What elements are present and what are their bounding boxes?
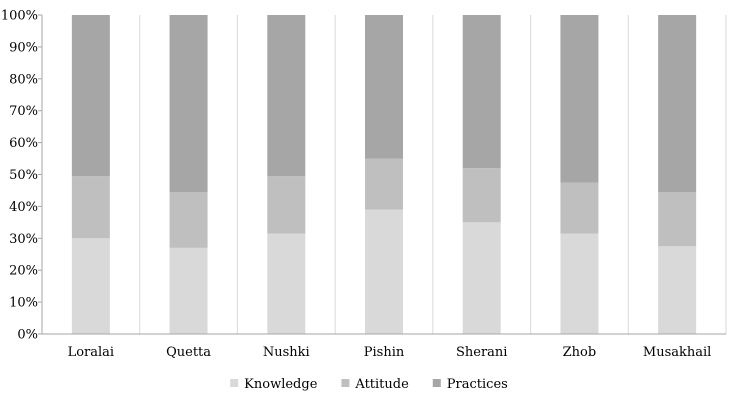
y-tick-label: 90% xyxy=(9,40,38,55)
legend-label: Practices xyxy=(447,377,508,392)
legend-swatch xyxy=(341,379,350,387)
bar-stack-quetta xyxy=(169,15,208,334)
bar-stack-zhob xyxy=(560,15,599,334)
bar-segment-attitude-pishin xyxy=(365,158,403,210)
y-tick-label: 20% xyxy=(9,264,38,279)
x-tick-label: Zhob xyxy=(563,345,597,360)
legend-swatch xyxy=(230,379,239,387)
bar-segment-practices-loralai xyxy=(71,15,110,177)
bar-segment-knowledge-sherani xyxy=(462,222,501,334)
bar-segment-knowledge-nushki xyxy=(267,233,306,334)
y-tick-label: 40% xyxy=(9,200,38,215)
bar-segment-attitude-zhob xyxy=(560,182,599,234)
x-tick-label: Musakhail xyxy=(643,345,711,360)
legend-item-knowledge: Knowledge xyxy=(230,377,318,392)
y-tick-label: 100% xyxy=(1,9,38,24)
x-axis-tick-labels: Loralai Quetta Nushki Pishin Sherani Zhob Musa… xyxy=(68,345,712,360)
bar-segment-knowledge-musakhail xyxy=(658,246,697,334)
bar-segment-attitude-sherani xyxy=(462,168,501,223)
x-tick-label: Sherani xyxy=(456,345,507,360)
category-separators xyxy=(139,15,727,334)
x-tick-label: Quetta xyxy=(166,345,211,360)
legend-label: Knowledge xyxy=(244,377,318,392)
bar-stacks xyxy=(71,15,697,334)
bar-stack-sherani xyxy=(462,15,501,334)
bar-stack-pishin xyxy=(365,15,403,334)
bar-segment-practices-pishin xyxy=(365,15,403,159)
bar-segment-practices-nushki xyxy=(267,15,306,177)
y-tick-label: 60% xyxy=(9,136,38,151)
legend: Knowledge Attitude Practices xyxy=(230,377,508,392)
y-tick-label: 30% xyxy=(9,232,38,247)
bar-segment-practices-zhob xyxy=(560,15,599,183)
bar-segment-attitude-nushki xyxy=(267,176,306,234)
y-tick-label: 0% xyxy=(17,328,38,343)
bar-segment-practices-musakhail xyxy=(658,15,697,193)
bar-segment-practices-quetta xyxy=(169,15,208,193)
bar-stack-musakhail xyxy=(658,15,697,334)
bar-segment-knowledge-quetta xyxy=(169,247,208,334)
legend-label: Attitude xyxy=(354,377,409,392)
y-tick-label: 50% xyxy=(9,168,38,183)
bar-segment-attitude-quetta xyxy=(169,192,208,248)
bar-segment-practices-sherani xyxy=(462,15,501,169)
bar-segment-knowledge-pishin xyxy=(365,209,403,334)
legend-item-practices: Practices xyxy=(432,377,508,392)
bar-segment-attitude-loralai xyxy=(71,176,110,239)
x-tick-label: Nushki xyxy=(263,345,310,360)
x-tick-label: Pishin xyxy=(364,345,405,360)
bar-stack-loralai xyxy=(71,15,110,334)
y-tick-label: 80% xyxy=(9,72,38,87)
bar-segment-attitude-musakhail xyxy=(658,192,697,247)
bar-stack-nushki xyxy=(267,15,306,334)
x-tick-label: Loralai xyxy=(68,345,115,360)
bar-segment-knowledge-zhob xyxy=(560,233,599,334)
legend-item-attitude: Attitude xyxy=(341,377,409,392)
y-tick-label: 70% xyxy=(9,104,38,119)
y-tick-label: 10% xyxy=(9,296,38,311)
y-axis-tick-labels: 0% 10% 20% 30% 40% 50% 60% 70% 80% 90% 100% xyxy=(1,9,42,343)
bar-segment-knowledge-loralai xyxy=(71,238,110,334)
legend-swatch xyxy=(432,379,441,387)
